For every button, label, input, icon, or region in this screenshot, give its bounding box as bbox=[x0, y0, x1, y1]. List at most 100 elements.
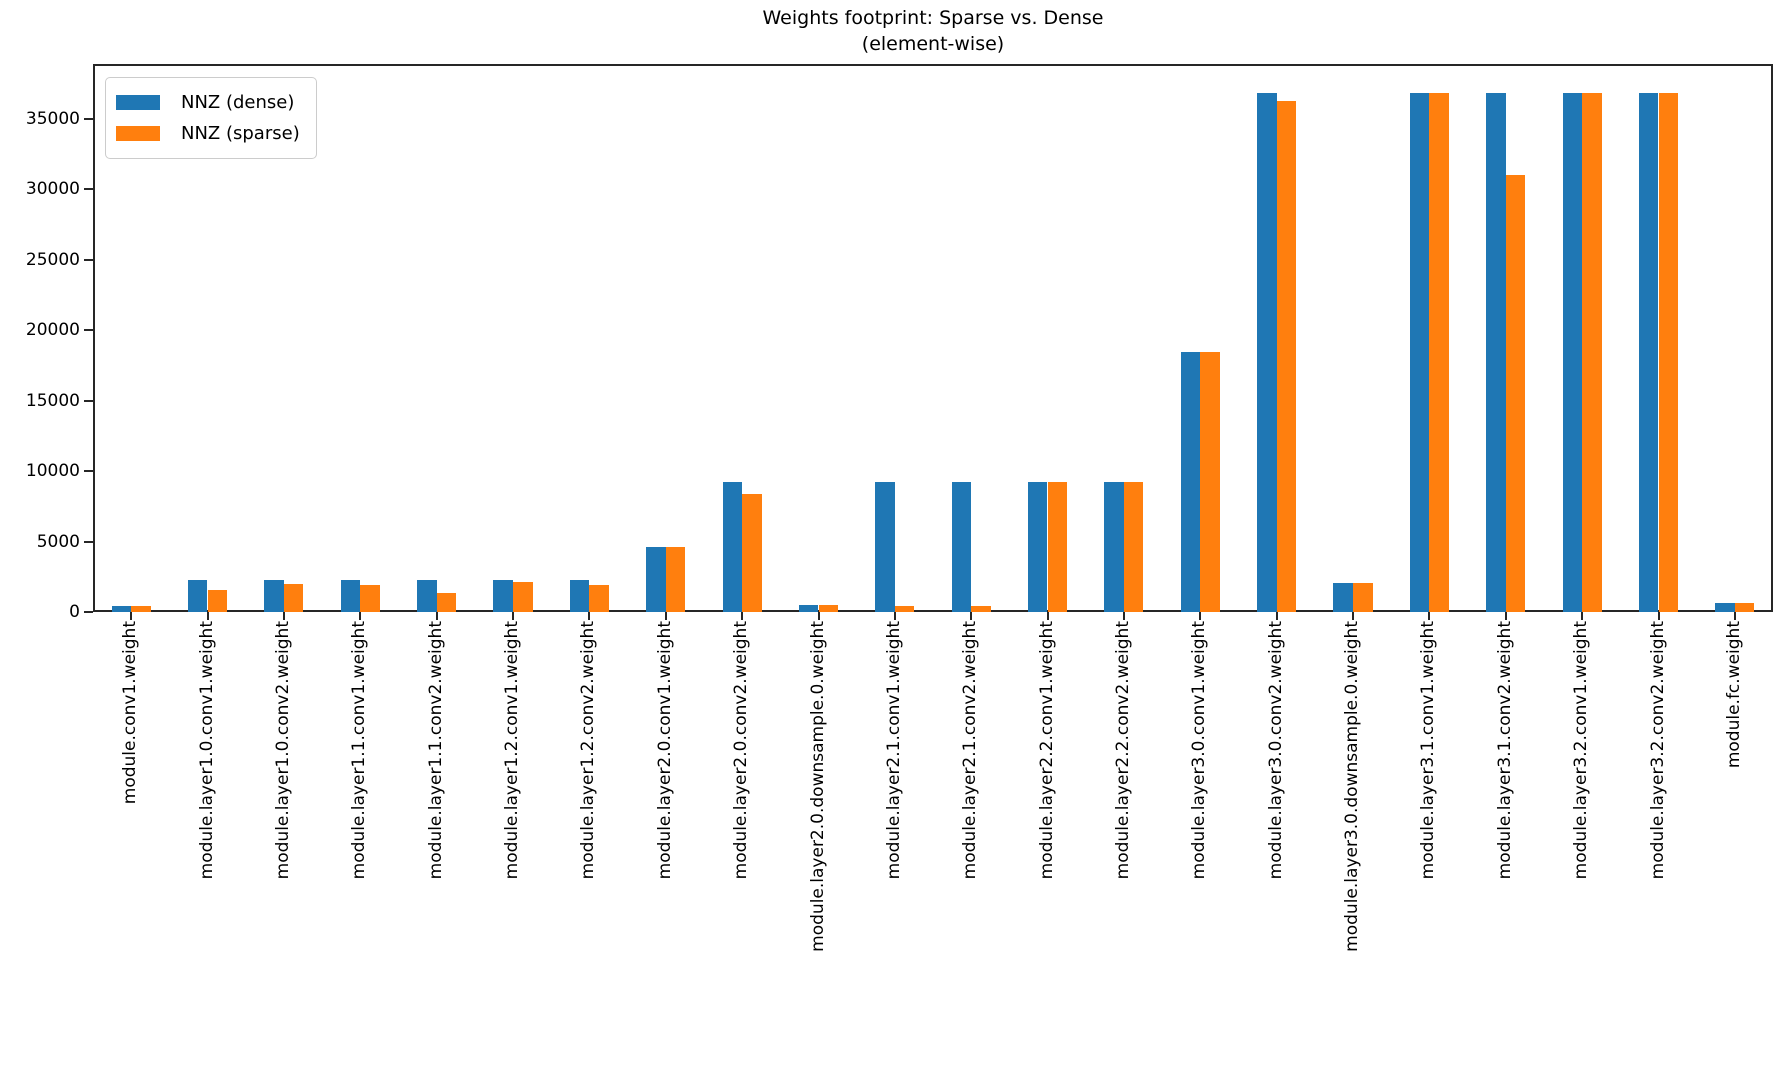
dense-bar bbox=[340, 579, 361, 612]
legend-row: NNZ (dense) bbox=[116, 87, 300, 118]
sparse-bar bbox=[1047, 482, 1068, 612]
chart-title: Weights footprint: Sparse vs. Dense (ele… bbox=[93, 5, 1773, 57]
x-tick-label: module.layer1.2.conv2.weight bbox=[578, 621, 599, 880]
y-tick-label: 10000 bbox=[25, 461, 80, 482]
x-tick-label: module.layer3.0.conv2.weight bbox=[1265, 621, 1286, 880]
sparse-bar bbox=[589, 585, 609, 612]
x-tick-mark bbox=[1275, 612, 1278, 620]
dense-bar bbox=[1638, 92, 1659, 612]
x-tick-mark bbox=[1581, 612, 1584, 620]
y-tick-label: 30000 bbox=[25, 179, 80, 200]
y-tick-mark bbox=[84, 611, 93, 613]
y-tick-mark bbox=[84, 399, 93, 402]
x-tick-label: module.layer1.2.conv1.weight bbox=[502, 621, 522, 880]
y-tick-label: 15000 bbox=[25, 390, 80, 411]
x-tick-label: module.layer3.1.conv2.weight bbox=[1494, 621, 1515, 880]
legend-swatch bbox=[116, 95, 160, 110]
x-tick-mark bbox=[817, 612, 820, 620]
chart-title-line2: (element-wise) bbox=[861, 33, 1005, 55]
dense-bar bbox=[417, 579, 437, 612]
y-tick-label: 0 bbox=[69, 602, 80, 622]
x-tick-mark bbox=[359, 612, 362, 620]
y-tick-mark bbox=[84, 258, 93, 261]
x-tick-label: module.conv1.weight bbox=[120, 621, 141, 805]
y-tick-mark bbox=[84, 117, 93, 120]
x-tick-label: module.layer3.2.conv2.weight bbox=[1647, 621, 1668, 880]
sparse-bar bbox=[1123, 482, 1144, 612]
x-tick-mark bbox=[1046, 612, 1049, 620]
dense-bar bbox=[1180, 352, 1201, 612]
dense-bar bbox=[1562, 92, 1583, 612]
sparse-bar bbox=[1200, 352, 1220, 612]
x-tick-label: module.layer1.1.conv2.weight bbox=[425, 621, 446, 880]
x-tick-label: module.layer1.1.conv1.weight bbox=[349, 621, 370, 880]
dense-bar bbox=[1104, 482, 1124, 612]
sparse-bar bbox=[894, 606, 915, 612]
sparse-bar bbox=[131, 605, 151, 612]
dense-bar bbox=[798, 604, 819, 612]
x-tick-label: module.layer2.0.downsample.0.weight bbox=[807, 621, 828, 952]
dense-bar bbox=[722, 482, 743, 612]
x-tick-mark bbox=[1352, 612, 1354, 620]
x-tick-label: module.layer3.0.conv1.weight bbox=[1189, 621, 1210, 880]
dense-bar bbox=[951, 482, 972, 612]
x-tick-mark bbox=[512, 612, 514, 620]
sparse-bar bbox=[665, 547, 686, 612]
x-tick-label: module.layer3.0.downsample.0.weight bbox=[1342, 621, 1362, 952]
x-tick-mark bbox=[741, 612, 744, 620]
x-tick-label: module.layer1.0.conv2.weight bbox=[272, 621, 293, 880]
sparse-bar bbox=[971, 605, 991, 612]
legend: NNZ (dense) NNZ (sparse) bbox=[105, 77, 317, 159]
x-tick-label: module.layer1.0.conv1.weight bbox=[196, 621, 217, 880]
sparse-bar bbox=[1582, 92, 1602, 612]
x-tick-label: module.layer2.0.conv1.weight bbox=[654, 621, 675, 880]
sparse-bar bbox=[360, 585, 380, 612]
dense-bar bbox=[1027, 482, 1048, 612]
legend-swatch bbox=[116, 126, 160, 141]
x-tick-mark bbox=[1199, 612, 1202, 620]
sparse-bar bbox=[283, 583, 304, 612]
x-tick-mark bbox=[970, 612, 973, 620]
dense-bar bbox=[187, 579, 208, 612]
x-tick-mark bbox=[206, 612, 209, 620]
x-tick-label: module.layer2.2.conv1.weight bbox=[1036, 621, 1057, 880]
x-tick-label: module.layer2.0.conv2.weight bbox=[731, 621, 752, 880]
dense-bar bbox=[646, 547, 666, 612]
x-tick-mark bbox=[1428, 612, 1431, 620]
dense-bar bbox=[111, 605, 132, 612]
x-tick-mark bbox=[282, 612, 285, 620]
x-tick-mark bbox=[130, 612, 133, 620]
x-tick-label: module.layer2.1.conv2.weight bbox=[960, 621, 981, 880]
x-tick-mark bbox=[1122, 612, 1125, 620]
sparse-bar bbox=[818, 604, 839, 612]
x-tick-label: module.layer3.1.conv1.weight bbox=[1418, 621, 1439, 880]
dense-bar bbox=[1715, 603, 1735, 612]
x-tick-mark bbox=[588, 612, 591, 620]
dense-bar bbox=[1257, 92, 1277, 612]
dense-bar bbox=[264, 579, 284, 612]
legend-label: NNZ (dense) bbox=[181, 92, 295, 113]
dense-bar bbox=[875, 482, 895, 612]
sparse-bar bbox=[207, 589, 228, 612]
sparse-bar bbox=[1505, 175, 1526, 612]
dense-bar bbox=[1486, 92, 1506, 612]
chart-title-line1: Weights footprint: Sparse vs. Dense bbox=[762, 7, 1104, 29]
dense-bar bbox=[1409, 92, 1430, 612]
y-tick-mark bbox=[84, 540, 93, 543]
x-tick-label: module.layer2.1.conv1.weight bbox=[883, 621, 904, 880]
x-tick-mark bbox=[893, 612, 896, 620]
y-tick-label: 20000 bbox=[25, 320, 80, 341]
dense-bar bbox=[569, 579, 590, 612]
sparse-bar bbox=[513, 581, 533, 612]
x-tick-mark bbox=[1504, 612, 1507, 620]
y-tick-mark bbox=[84, 329, 93, 332]
x-tick-label: module.fc.weight bbox=[1723, 621, 1744, 769]
legend-row: NNZ (sparse) bbox=[116, 118, 300, 149]
y-tick-label: 35000 bbox=[25, 108, 80, 129]
sparse-bar bbox=[436, 593, 457, 612]
x-tick-mark bbox=[664, 612, 667, 620]
sparse-bar bbox=[1276, 100, 1297, 612]
x-tick-label: module.layer3.2.conv1.weight bbox=[1571, 621, 1592, 880]
dense-bar bbox=[493, 579, 513, 612]
